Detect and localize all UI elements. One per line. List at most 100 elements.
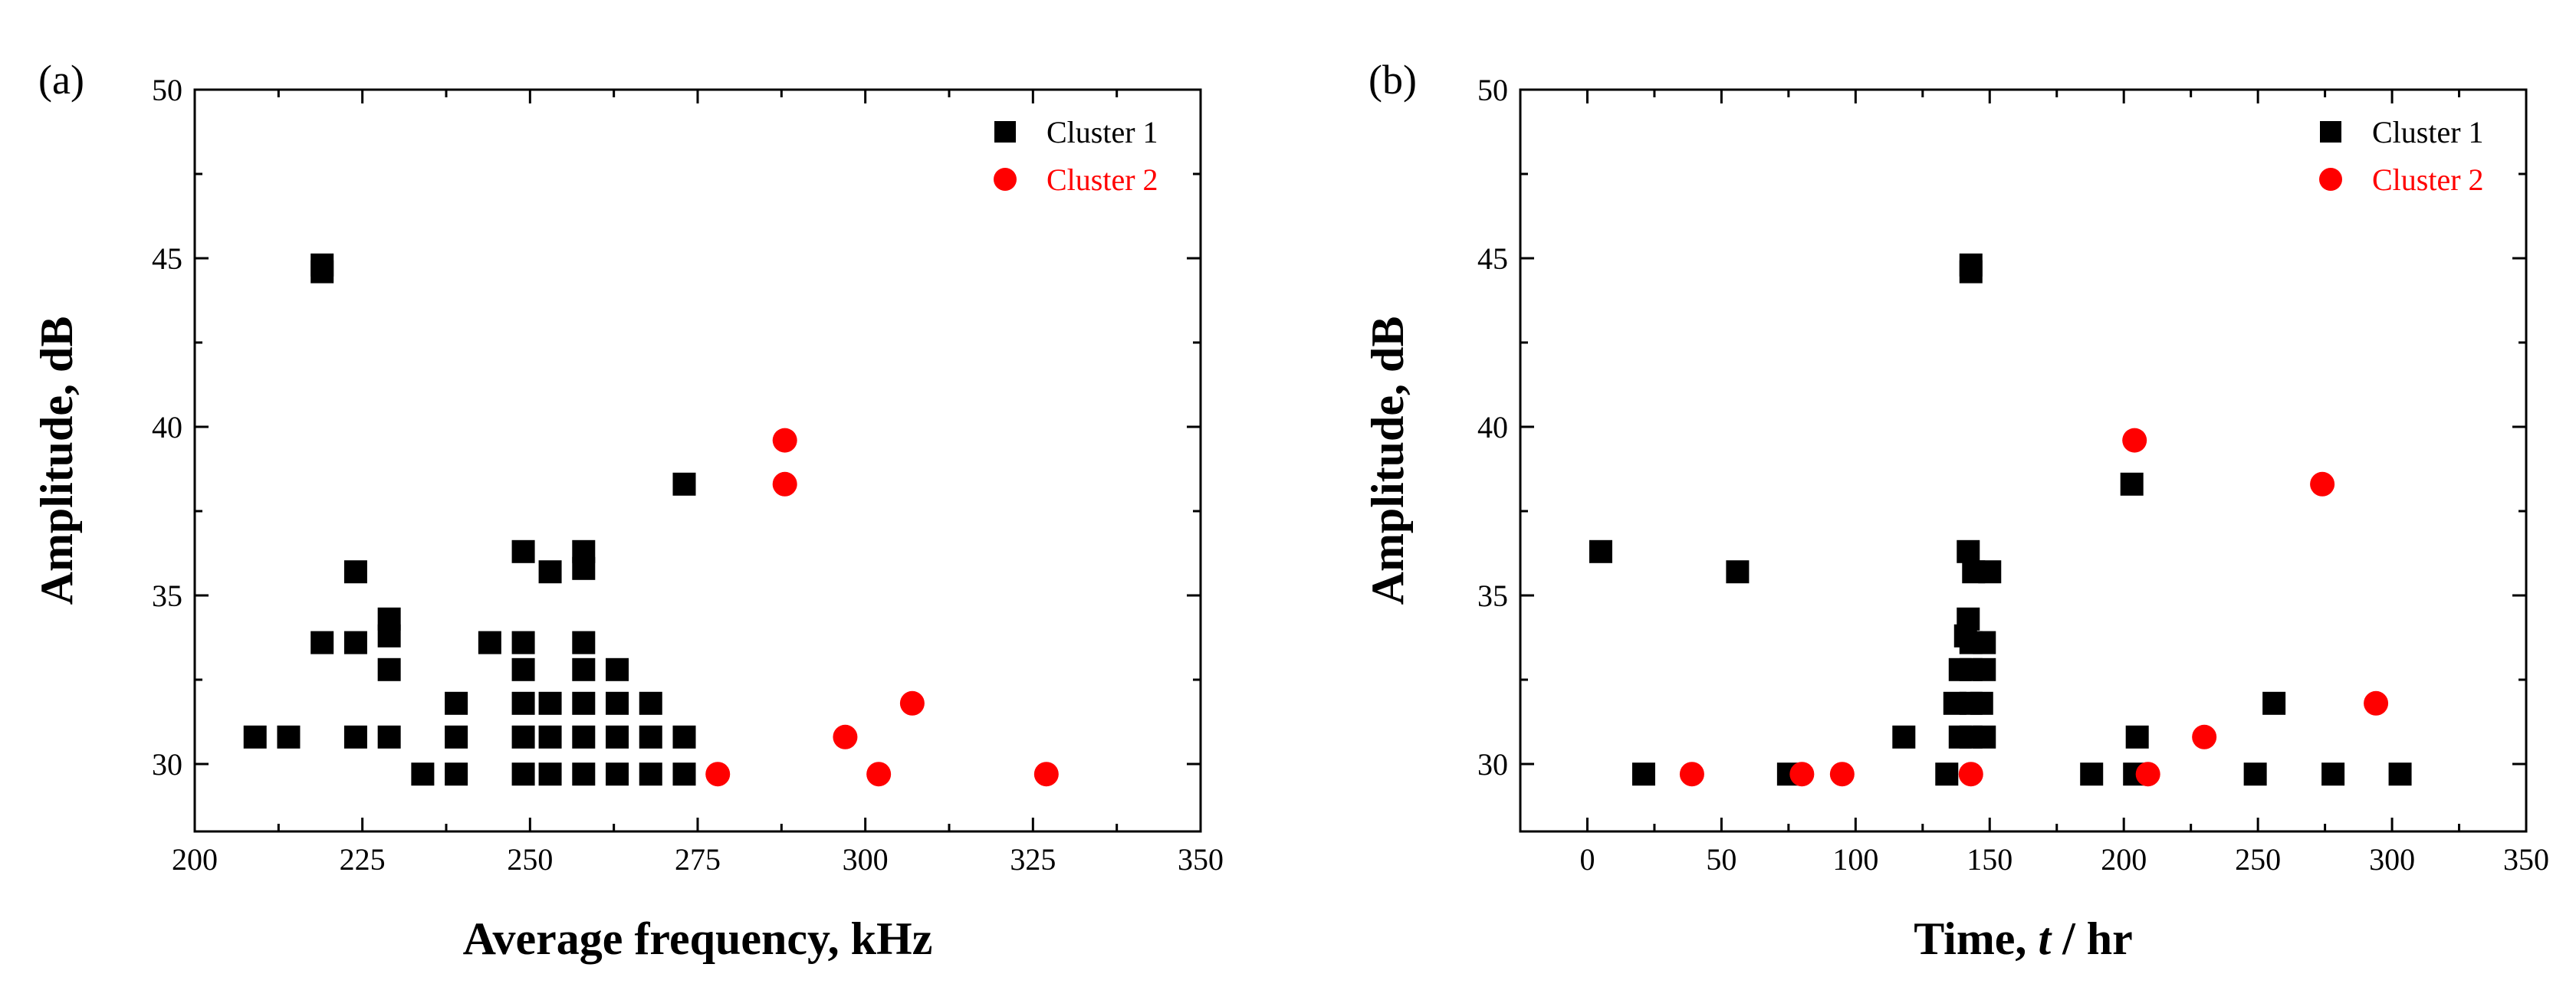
data-point-square xyxy=(606,691,629,715)
series-1 xyxy=(1589,253,2412,786)
data-point-square xyxy=(572,556,596,580)
data-point-square xyxy=(277,725,301,749)
legend-marker-square xyxy=(994,121,1016,143)
data-point-square xyxy=(445,691,468,715)
data-point-square xyxy=(377,725,401,749)
data-point-square xyxy=(2262,691,2286,715)
data-point-square xyxy=(672,472,696,496)
data-point-circle xyxy=(2364,690,2389,716)
data-point-square xyxy=(538,725,562,749)
data-point-circle xyxy=(1679,762,1704,787)
legend-label: Cluster 2 xyxy=(1046,162,1158,197)
y-tick-label: 40 xyxy=(152,410,182,444)
data-point-square xyxy=(1631,762,1655,786)
data-point-circle xyxy=(1789,762,1815,787)
data-point-square xyxy=(1935,762,1959,786)
data-point-square xyxy=(1959,260,1983,284)
data-point-square xyxy=(572,725,596,749)
data-point-circle xyxy=(2135,762,2160,787)
data-point-square xyxy=(538,691,562,715)
data-point-square xyxy=(511,762,535,786)
data-point-square xyxy=(1973,725,1996,749)
series-2 xyxy=(705,428,1059,787)
data-point-square xyxy=(1973,631,1996,654)
plot-frame xyxy=(1519,88,2528,833)
data-point-circle xyxy=(899,690,925,716)
x-tick-label: 150 xyxy=(1967,842,2013,877)
series-1 xyxy=(243,253,696,786)
data-point-square xyxy=(606,657,629,681)
data-point-square xyxy=(377,624,401,648)
data-point-circle xyxy=(705,762,731,787)
data-point-square xyxy=(1957,539,1980,563)
y-tick-label: 50 xyxy=(152,73,182,107)
data-point-square xyxy=(2321,762,2345,786)
data-point-square xyxy=(2120,472,2144,496)
data-point-square xyxy=(538,762,562,786)
data-point-square xyxy=(511,539,535,563)
x-tick-label: 300 xyxy=(843,842,889,877)
data-point-square xyxy=(639,691,662,715)
data-point-square xyxy=(1970,691,1993,715)
data-point-square xyxy=(343,725,367,749)
panel-label: (a) xyxy=(38,57,84,103)
data-point-square xyxy=(1726,560,1750,584)
data-point-circle xyxy=(2192,724,2217,749)
data-point-square xyxy=(2388,762,2412,786)
y-tick-label: 45 xyxy=(152,241,182,276)
y-tick-label: 40 xyxy=(1477,410,1508,444)
legend-marker-square xyxy=(2320,121,2341,143)
x-axis-title-part: Time, xyxy=(1914,913,2038,964)
data-point-square xyxy=(343,560,367,584)
data-point-square xyxy=(445,762,468,786)
y-tick-label: 30 xyxy=(152,747,182,782)
data-point-square xyxy=(572,762,596,786)
data-point-square xyxy=(2080,762,2104,786)
x-tick-label: 325 xyxy=(1010,842,1056,877)
x-tick-label: 350 xyxy=(1178,842,1224,877)
data-point-circle xyxy=(772,471,797,497)
y-tick-label: 35 xyxy=(152,579,182,613)
data-point-square xyxy=(538,560,562,584)
data-point-circle xyxy=(1958,762,1983,787)
x-tick-label: 50 xyxy=(1706,842,1737,877)
y-axis-title: Amplitude, dB xyxy=(31,316,82,605)
x-axis-title: Average frequency, kHz xyxy=(463,913,933,964)
data-point-square xyxy=(672,725,696,749)
x-tick-label: 275 xyxy=(675,842,721,877)
data-point-square xyxy=(377,657,401,681)
y-tick-label: 50 xyxy=(1477,73,1508,107)
y-tick-label: 35 xyxy=(1477,579,1508,613)
data-point-circle xyxy=(833,724,858,749)
x-tick-label: 250 xyxy=(507,842,553,877)
plot-frame xyxy=(193,88,1202,833)
x-axis-title-part: / hr xyxy=(2051,913,2133,964)
x-tick-label: 250 xyxy=(2235,842,2281,877)
legend-label: Cluster 1 xyxy=(2372,115,2484,149)
data-point-square xyxy=(243,725,267,749)
data-point-square xyxy=(445,725,468,749)
data-point-square xyxy=(511,725,535,749)
x-tick-label: 300 xyxy=(2369,842,2415,877)
chart-panel-a: 200 225 250 275 300 325 350 30 35 40 45 50 Average f… xyxy=(31,57,1224,964)
data-point-circle xyxy=(866,762,892,787)
legend-marker-circle xyxy=(994,168,1017,191)
legend: Cluster 1 Cluster 2 xyxy=(2319,115,2484,197)
x-tick-label: 200 xyxy=(172,842,218,877)
x-tick-label: 350 xyxy=(2503,842,2549,877)
x-axis-title: Time, t / hr xyxy=(1914,913,2133,964)
x-tick-label: 225 xyxy=(340,842,386,877)
series-2 xyxy=(1679,428,2389,787)
data-point-square xyxy=(511,691,535,715)
chart-panel-b: 0 50 100 150 200 250 300 350 30 35 40 45 50 Time, t /… xyxy=(1362,57,2549,964)
data-point-circle xyxy=(2122,428,2147,453)
x-tick-label: 0 xyxy=(1579,842,1595,877)
data-point-square xyxy=(606,762,629,786)
data-point-square xyxy=(606,725,629,749)
data-point-square xyxy=(572,691,596,715)
y-tick-label: 45 xyxy=(1477,241,1508,276)
data-point-circle xyxy=(2310,471,2335,497)
data-point-square xyxy=(411,762,435,786)
data-point-circle xyxy=(772,428,797,453)
